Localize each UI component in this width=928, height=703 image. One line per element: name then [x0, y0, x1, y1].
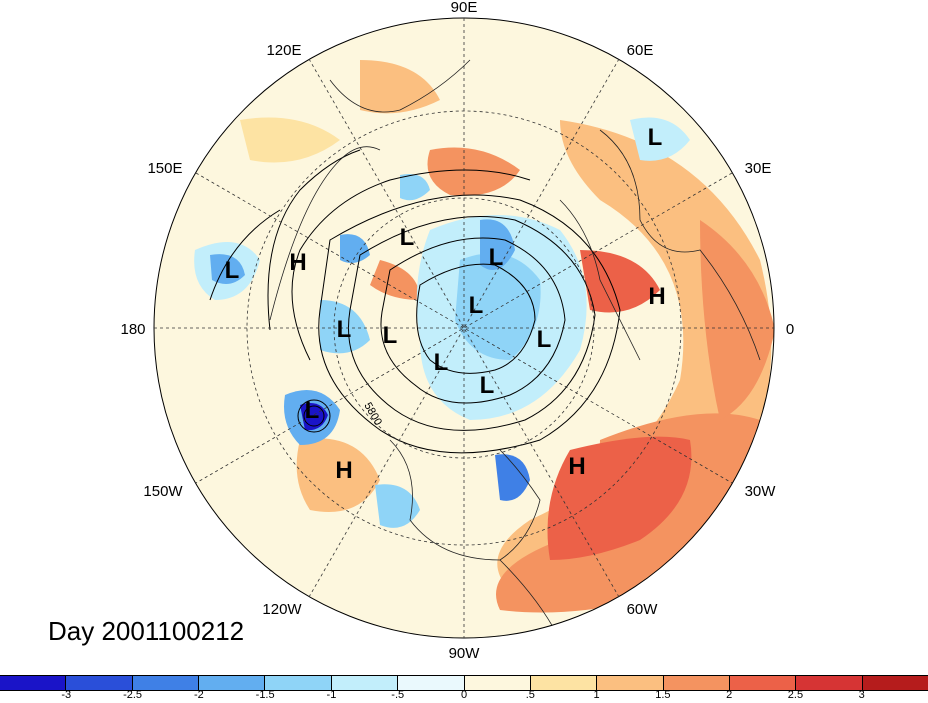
- colorbar-tick-label: -.5: [391, 689, 405, 701]
- colorbar-segment: [729, 676, 797, 690]
- colorbar-tick-label: -1: [326, 689, 337, 701]
- pressure-center: H: [289, 249, 306, 276]
- colorbar-segment: [464, 676, 531, 690]
- lon-label-120w: 120W: [262, 601, 302, 618]
- lon-label-30e: 30E: [745, 160, 772, 177]
- pressure-center: H: [568, 453, 585, 480]
- colorbar-segment: [132, 676, 200, 690]
- colorbar: [0, 675, 928, 691]
- colorbar-tick-label: 1: [593, 689, 600, 701]
- pressure-center: L: [383, 322, 398, 349]
- colorbar-segment: [796, 676, 863, 690]
- colorbar-tick-label: -1.5: [255, 689, 275, 701]
- geopotential-contours: [209, 149, 621, 454]
- colorbar-tick-label: 2: [726, 689, 733, 701]
- pressure-centers: L H L L L L L L L L L L H H H: [225, 124, 666, 484]
- pressure-center: L: [648, 124, 663, 151]
- lon-label-180: 180: [120, 321, 145, 338]
- colorbar-segment: [331, 676, 399, 690]
- pressure-center: H: [648, 283, 665, 310]
- lon-label-90w: 90W: [449, 645, 481, 662]
- colorbar-tick-label: 1.5: [655, 689, 671, 701]
- lon-label-150e: 150E: [147, 160, 182, 177]
- lon-label-120e: 120E: [266, 42, 301, 59]
- colorbar-segment: [265, 676, 332, 690]
- colorbar-ticks: -3 -2.5 -2 -1.5 -1 -.5 0 .5 1 1.5 2 2.5 3: [0, 689, 928, 703]
- colorbar-tick-label: 2.5: [787, 689, 804, 701]
- lon-label-60w: 60W: [627, 601, 659, 618]
- lon-label-0: 0: [786, 321, 794, 338]
- pressure-center: L: [469, 292, 484, 319]
- pressure-center: L: [480, 372, 495, 399]
- colorbar-tick-label: 0: [460, 689, 468, 701]
- pressure-center: H: [335, 457, 352, 484]
- lon-label-30w: 30W: [745, 483, 777, 500]
- colorbar-tick-label: 3: [858, 689, 865, 701]
- lon-label-90e: 90E: [451, 0, 478, 16]
- pressure-center: L: [489, 244, 504, 271]
- colorbar-segment: [66, 676, 133, 690]
- colorbar-segment: [862, 676, 928, 690]
- colorbar-tick-label: -3: [61, 689, 72, 701]
- pressure-center: L: [337, 316, 352, 343]
- colorbar-segment: [199, 676, 266, 690]
- colorbar-tick-label: -2.5: [123, 689, 143, 701]
- pressure-center: L: [537, 326, 552, 353]
- map-title: Day 2001100212: [48, 616, 245, 646]
- colorbar-segment: [663, 676, 730, 690]
- graticule: [154, 18, 774, 638]
- lon-label-150w: 150W: [143, 483, 183, 500]
- colorbar-segment: [398, 676, 465, 690]
- pressure-center: L: [434, 349, 449, 376]
- colorbar-segment: [0, 676, 67, 690]
- colorbar-segment: [530, 676, 598, 690]
- pressure-center: L: [400, 224, 415, 251]
- colorbar-tick-label: -2: [193, 689, 204, 701]
- pressure-center: L: [305, 397, 320, 424]
- lon-label-60e: 60E: [627, 42, 654, 59]
- pressure-center: L: [225, 257, 240, 284]
- colorbar-segment: [597, 676, 664, 690]
- colorbar-tick-label: .5: [525, 689, 535, 701]
